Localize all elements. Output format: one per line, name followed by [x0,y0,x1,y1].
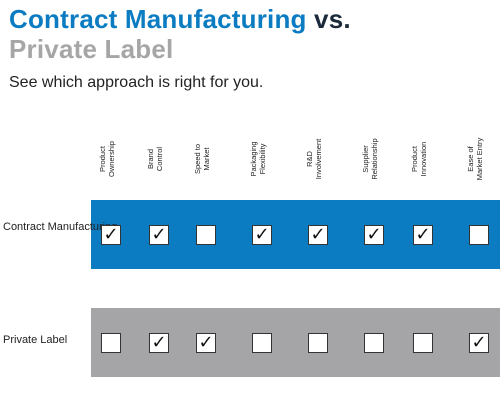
column-header-label: Brand Control [146,146,164,172]
checkbox[interactable]: ✓ [469,333,489,353]
column-header-label: Speed to Market [193,143,211,175]
column-header-label: R&D Involvement [305,138,323,180]
column-header-label: Product Innovation [410,141,428,177]
checkbox[interactable] [364,333,384,353]
checkbox[interactable]: ✓ [364,225,384,245]
column-header-label: Ease of Market Entry [466,137,484,181]
column-header-3: Speed to Market [191,125,221,193]
checkbox[interactable] [101,333,121,353]
column-header-7: Product Innovation [408,125,438,193]
row-label-contract-manufacturing: Contract Manufacturing [3,221,118,233]
checkbox[interactable]: ✓ [149,225,169,245]
checkbox[interactable]: ✓ [308,225,328,245]
checkbox[interactable]: ✓ [149,333,169,353]
row-label-private-label: Private Label [3,334,68,346]
title-vs: vs. [306,4,351,34]
check-icon: ✓ [151,332,167,353]
check-icon: ✓ [310,224,326,245]
checkbox[interactable] [196,225,216,245]
check-icon: ✓ [103,224,119,245]
checkbox[interactable] [252,333,272,353]
subtitle: See which approach is right for you. [9,74,264,91]
column-header-8: Ease of Market Entry [464,125,494,193]
check-icon: ✓ [415,224,431,245]
checkbox[interactable] [308,333,328,353]
column-header-6: Supplier Relationship [359,125,389,193]
column-header-label: Product Ownership [98,141,116,177]
checkbox[interactable] [413,333,433,353]
check-icon: ✓ [198,332,214,353]
check-icon: ✓ [366,224,382,245]
checkbox[interactable]: ✓ [413,225,433,245]
column-header-label: Supplier Relationship [361,138,379,180]
check-icon: ✓ [471,332,487,353]
check-icon: ✓ [151,224,167,245]
page-title: Contract Manufacturing vs. Private Label [9,4,351,64]
column-header-label: Packaging Flexibility [249,141,267,177]
checkbox[interactable]: ✓ [196,333,216,353]
column-header-1: Product Ownership [96,125,126,193]
checkbox[interactable]: ✓ [252,225,272,245]
checkbox[interactable] [469,225,489,245]
column-header-2: Brand Control [144,125,174,193]
title-contract-manufacturing: Contract Manufacturing [9,4,307,34]
checkbox[interactable]: ✓ [101,225,121,245]
column-header-5: R&D Involvement [303,125,333,193]
check-icon: ✓ [254,224,270,245]
title-private-label: Private Label [9,34,174,64]
column-header-4: Packaging Flexibility [247,125,277,193]
